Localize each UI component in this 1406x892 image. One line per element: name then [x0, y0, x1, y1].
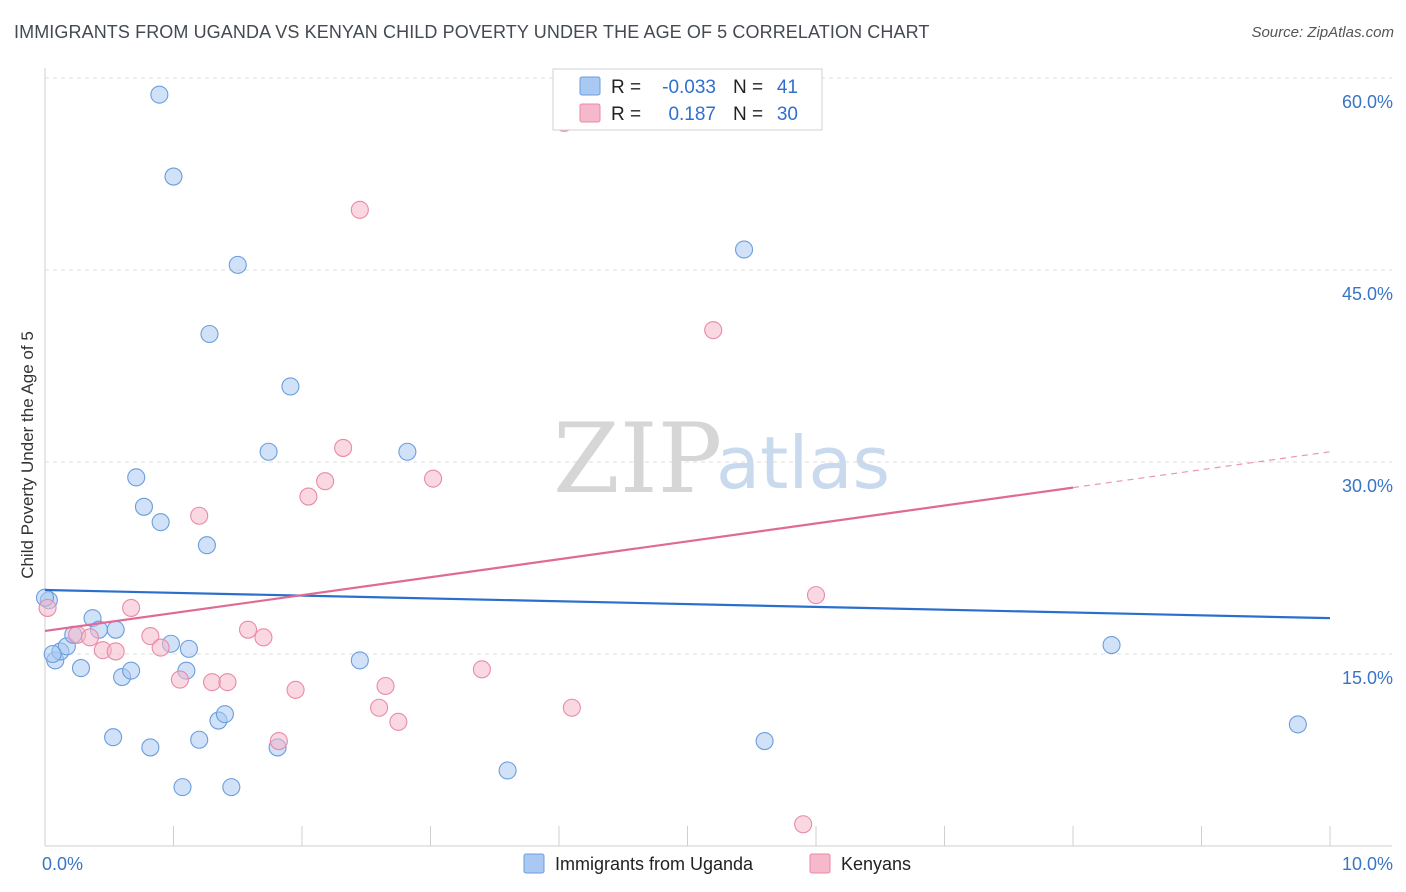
axes	[44, 68, 1392, 847]
point-kenyans	[106, 642, 125, 661]
point-kenyans	[238, 620, 258, 639]
point-uganda	[734, 240, 754, 259]
trend-extension-kenyans	[1072, 451, 1331, 489]
point-uganda	[200, 324, 219, 344]
point-uganda	[755, 731, 774, 751]
legend-r-value-kenyans: 0.187	[668, 104, 716, 125]
point-kenyans	[141, 627, 160, 646]
x-tick-label-min: 0.0%	[42, 854, 83, 874]
point-kenyans	[203, 673, 222, 692]
point-uganda	[350, 651, 369, 670]
point-kenyans	[190, 506, 209, 525]
point-uganda	[71, 659, 91, 678]
point-kenyans	[286, 680, 305, 699]
point-uganda	[190, 730, 209, 749]
watermark-zip: ZIP	[553, 403, 722, 515]
point-kenyans	[151, 638, 170, 657]
point-kenyans	[170, 670, 189, 689]
x-tick-label-max: 10.0%	[1342, 854, 1393, 874]
chart-title: IMMIGRANTS FROM UGANDA VS KENYAN CHILD P…	[14, 22, 930, 42]
y-tick-labels: 15.0% 30.0% 45.0% 60.0%	[1342, 92, 1393, 688]
point-kenyans	[334, 438, 353, 457]
point-uganda	[173, 778, 192, 797]
point-uganda	[104, 728, 123, 747]
point-kenyans	[269, 731, 288, 751]
point-kenyans	[254, 628, 273, 647]
point-uganda	[281, 377, 300, 396]
legend-swatch-uganda	[579, 76, 601, 96]
y-tick-label: 45.0%	[1342, 284, 1393, 304]
legend-r-label-kenyans: R =	[611, 104, 641, 125]
point-uganda	[215, 705, 234, 724]
point-kenyans	[704, 321, 723, 340]
trend-lines	[44, 451, 1331, 633]
legend-n-value-uganda: 41	[777, 77, 798, 98]
point-uganda	[122, 661, 141, 680]
point-uganda	[106, 620, 125, 639]
series-legend-swatch-uganda	[523, 853, 545, 874]
point-uganda	[197, 536, 216, 555]
grid-lines	[45, 77, 1392, 655]
point-uganda	[151, 513, 170, 532]
point-kenyans	[424, 469, 443, 488]
point-kenyans	[370, 698, 389, 717]
point-uganda	[141, 738, 160, 757]
legend-r-value-uganda: -0.033	[662, 77, 716, 98]
watermark: ZIP atlas	[553, 403, 890, 515]
series-legend-label-kenyans: Kenyans	[841, 854, 911, 874]
point-uganda	[150, 85, 169, 104]
watermark-atlas: atlas	[716, 421, 890, 505]
point-kenyans	[122, 598, 141, 617]
point-kenyans	[472, 660, 491, 679]
trend-line-uganda	[44, 588, 1331, 620]
point-uganda	[127, 468, 146, 487]
point-kenyans	[376, 676, 395, 696]
point-uganda	[1288, 715, 1307, 734]
point-uganda	[179, 639, 198, 658]
point-kenyans	[299, 487, 318, 506]
series-legend: Immigrants from Uganda Kenyans	[523, 853, 911, 874]
y-tick-label: 60.0%	[1342, 92, 1393, 112]
point-kenyans	[350, 200, 369, 219]
y-tick-label: 15.0%	[1342, 668, 1393, 688]
point-kenyans	[794, 815, 813, 834]
point-uganda	[164, 167, 183, 186]
point-kenyans	[80, 628, 100, 647]
series-legend-swatch-kenyans	[809, 853, 831, 874]
point-uganda	[259, 442, 278, 461]
point-kenyans	[316, 472, 335, 491]
point-uganda	[1102, 635, 1121, 655]
chart-source: Source: ZipAtlas.com	[1251, 24, 1394, 41]
series-legend-label-uganda: Immigrants from Uganda	[555, 854, 754, 874]
legend-r-label-uganda: R =	[611, 77, 641, 98]
point-kenyans	[38, 598, 57, 617]
point-kenyans	[218, 673, 237, 692]
point-kenyans	[389, 712, 408, 731]
y-tick-label: 30.0%	[1342, 476, 1393, 496]
x-tick-labels: 0.0% 10.0%	[42, 854, 1393, 874]
point-uganda	[43, 644, 62, 664]
point-uganda	[498, 761, 517, 780]
point-kenyans	[562, 698, 581, 717]
trend-line-kenyans	[44, 486, 1074, 633]
legend-n-value-kenyans: 30	[777, 104, 798, 125]
point-uganda	[398, 442, 417, 461]
point-kenyans	[806, 586, 826, 605]
point-uganda	[228, 255, 247, 274]
point-uganda	[134, 497, 153, 516]
legend-n-label-uganda: N =	[733, 77, 763, 98]
legend-n-label-kenyans: N =	[733, 104, 763, 125]
stats-legend: R = -0.033 N = 41 R = 0.187 N = 30	[552, 68, 823, 131]
point-uganda	[222, 778, 241, 797]
y-axis-label: Child Poverty Under the Age of 5	[18, 331, 37, 579]
legend-swatch-kenyans	[579, 103, 601, 123]
